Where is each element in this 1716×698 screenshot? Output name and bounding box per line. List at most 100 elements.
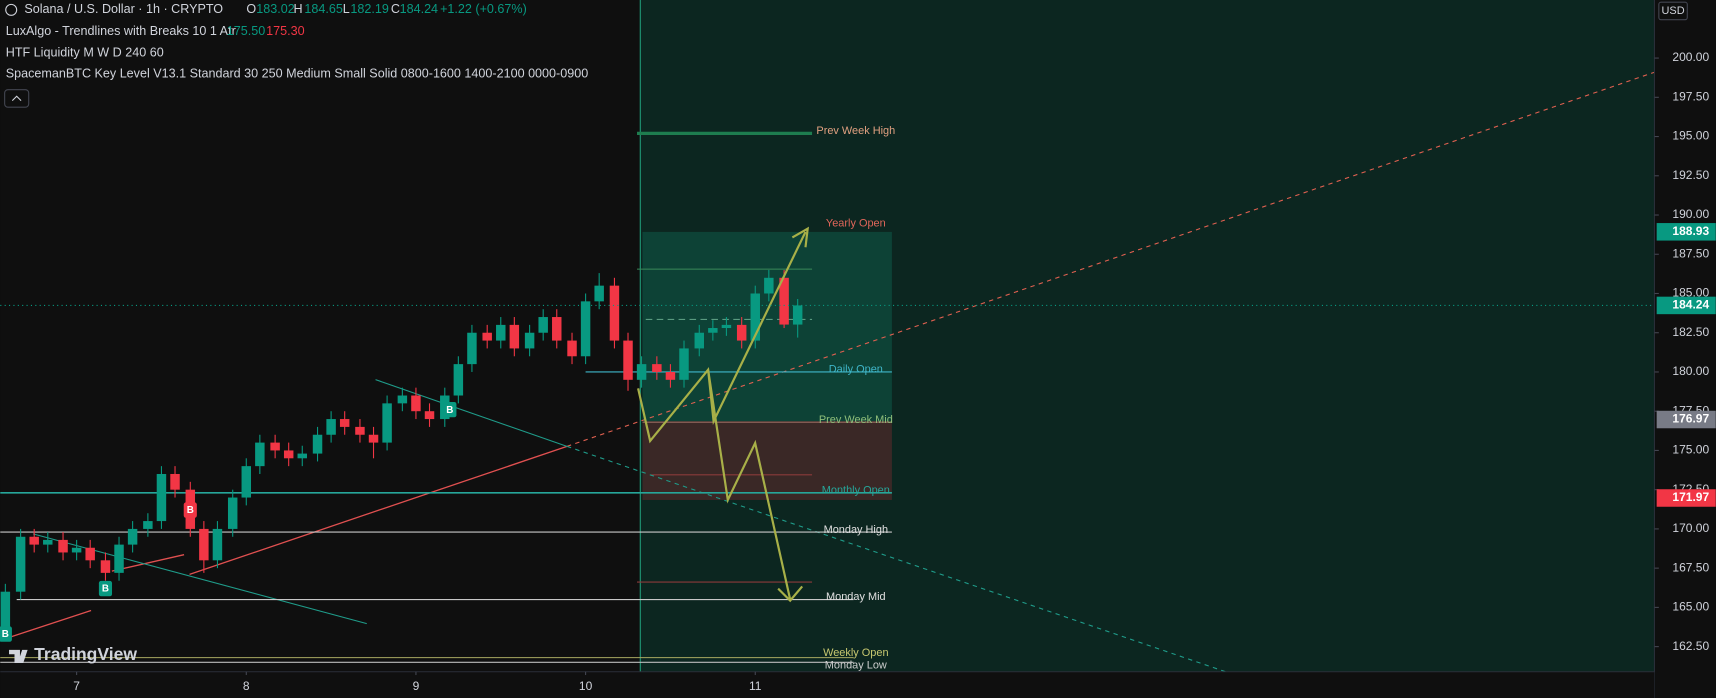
candle-body — [594, 285, 604, 302]
trendline — [375, 379, 568, 447]
candle-body — [467, 332, 477, 365]
long-zone — [642, 231, 892, 422]
level-label: Yearly Open — [826, 218, 886, 230]
y-tick-label: 195.00 — [1672, 129, 1709, 143]
indicator-name: SpacemanBTC Key Level V13.1 Standard 30 … — [6, 67, 588, 81]
candle-body — [71, 547, 82, 553]
trendline — [111, 554, 185, 572]
price-tag-label: 188.93 — [1672, 224, 1709, 238]
y-tick-label: 167.50 — [1672, 560, 1709, 574]
candle-body — [127, 528, 138, 545]
price-tag — [1656, 489, 1716, 507]
candle-body — [283, 450, 294, 459]
candle-body — [721, 324, 732, 329]
level-label: Daily Open — [829, 364, 883, 376]
candle-body — [312, 434, 323, 454]
candle-body — [43, 539, 53, 545]
level-label: Weekly Open — [823, 647, 888, 659]
signal-marker — [98, 580, 113, 597]
candle-body — [509, 324, 520, 349]
ohlc-label: L — [343, 2, 350, 16]
currency-box[interactable] — [1658, 1, 1688, 21]
candle-body — [524, 332, 535, 349]
price-tag-label: 171.97 — [1672, 490, 1709, 504]
candle-body — [652, 364, 662, 372]
candle-body — [694, 332, 705, 349]
candle-body — [297, 453, 307, 459]
level-label: Monday Mid — [826, 591, 886, 603]
logo — [9, 649, 28, 663]
level-label: Monday Low — [825, 659, 887, 671]
candle-body — [482, 332, 492, 341]
candle-body — [114, 544, 124, 573]
y-tick-label: 170.00 — [1672, 521, 1709, 535]
symbol-icon — [5, 3, 18, 16]
candle-body — [355, 426, 365, 435]
change: +1.22 (+0.67%) — [440, 2, 527, 16]
signal-marker — [0, 626, 12, 642]
trendline — [566, 71, 1655, 447]
signal-label: B — [2, 629, 9, 640]
indicator-value: 175.50 — [227, 24, 265, 38]
watermark: TradingView — [34, 644, 137, 664]
candle-body — [199, 528, 209, 561]
candle-body — [567, 340, 577, 357]
ohlc-value: 182.19 — [350, 2, 388, 16]
y-tick-label: 187.50 — [1672, 246, 1709, 260]
candle-body — [623, 340, 633, 380]
candle-body — [792, 305, 803, 325]
candle-body — [538, 317, 548, 333]
y-tick-label: 190.00 — [1672, 207, 1709, 221]
candle-body — [0, 591, 11, 631]
candle-body — [156, 473, 167, 522]
candle-body — [580, 301, 591, 357]
ohlc-label: C — [391, 2, 400, 16]
x-tick-label: 10 — [579, 679, 593, 693]
candle-body — [326, 419, 336, 435]
y-tick-label: 165.00 — [1672, 600, 1709, 614]
candle-body — [411, 395, 421, 412]
indicators: LuxAlgo - Trendlines with Breaks 10 1 At… — [6, 24, 588, 81]
candle-body — [227, 497, 238, 529]
ohlc-label: H — [293, 2, 302, 16]
candle-body — [496, 324, 506, 341]
levels: Prev Week High Yearly Open Daily Open Prev … — [0, 125, 895, 671]
indicator-name: HTF Liquidity M W D 240 60 — [6, 45, 164, 59]
candle-body — [552, 317, 562, 341]
signal-marker — [443, 401, 457, 418]
collapse-button[interactable] — [4, 89, 30, 108]
symbol: Solana / U.S. Dollar · 1h · CRYPTO — [24, 2, 223, 16]
level-label: Monthly Open — [822, 485, 890, 497]
candle-body — [397, 395, 408, 404]
y-tick-label: 180.00 — [1672, 364, 1709, 378]
candle-body — [382, 403, 392, 443]
candle-body — [241, 466, 252, 498]
currency: USD — [1662, 5, 1685, 17]
x-tick-label: 11 — [749, 679, 762, 693]
signal-label: B — [102, 584, 109, 595]
y-tick-label: 185.00 — [1672, 286, 1709, 300]
arrow-head — [791, 226, 810, 248]
axis-labels: 162.50165.00167.50170.00172.50175.00177.… — [0, 50, 1716, 693]
candle-body — [143, 521, 153, 529]
candle-body — [679, 348, 689, 380]
candle-body — [424, 411, 435, 420]
ohlc-value: 183.02 — [256, 2, 294, 16]
candle-body — [736, 324, 747, 341]
y-tick-label: 197.50 — [1672, 89, 1709, 103]
candle-body — [270, 442, 280, 451]
candle-body — [100, 560, 111, 573]
ohlc: O 183.02H 184.65 L 182.19 C 184.24 — [246, 2, 438, 16]
candle-body — [255, 442, 265, 467]
chevron-icon — [11, 95, 22, 102]
y-tick-label: 200.00 — [1672, 50, 1709, 64]
candle-body — [58, 539, 68, 553]
markers: B B B B — [0, 401, 457, 642]
indicator-name: LuxAlgo - Trendlines with Breaks 10 1 At… — [6, 24, 236, 38]
x-tick-label: 8 — [243, 679, 250, 693]
indicator-value: 175.30 — [266, 24, 304, 38]
candle-body — [609, 285, 620, 341]
candle-body — [29, 536, 39, 545]
trendline — [566, 445, 1226, 673]
